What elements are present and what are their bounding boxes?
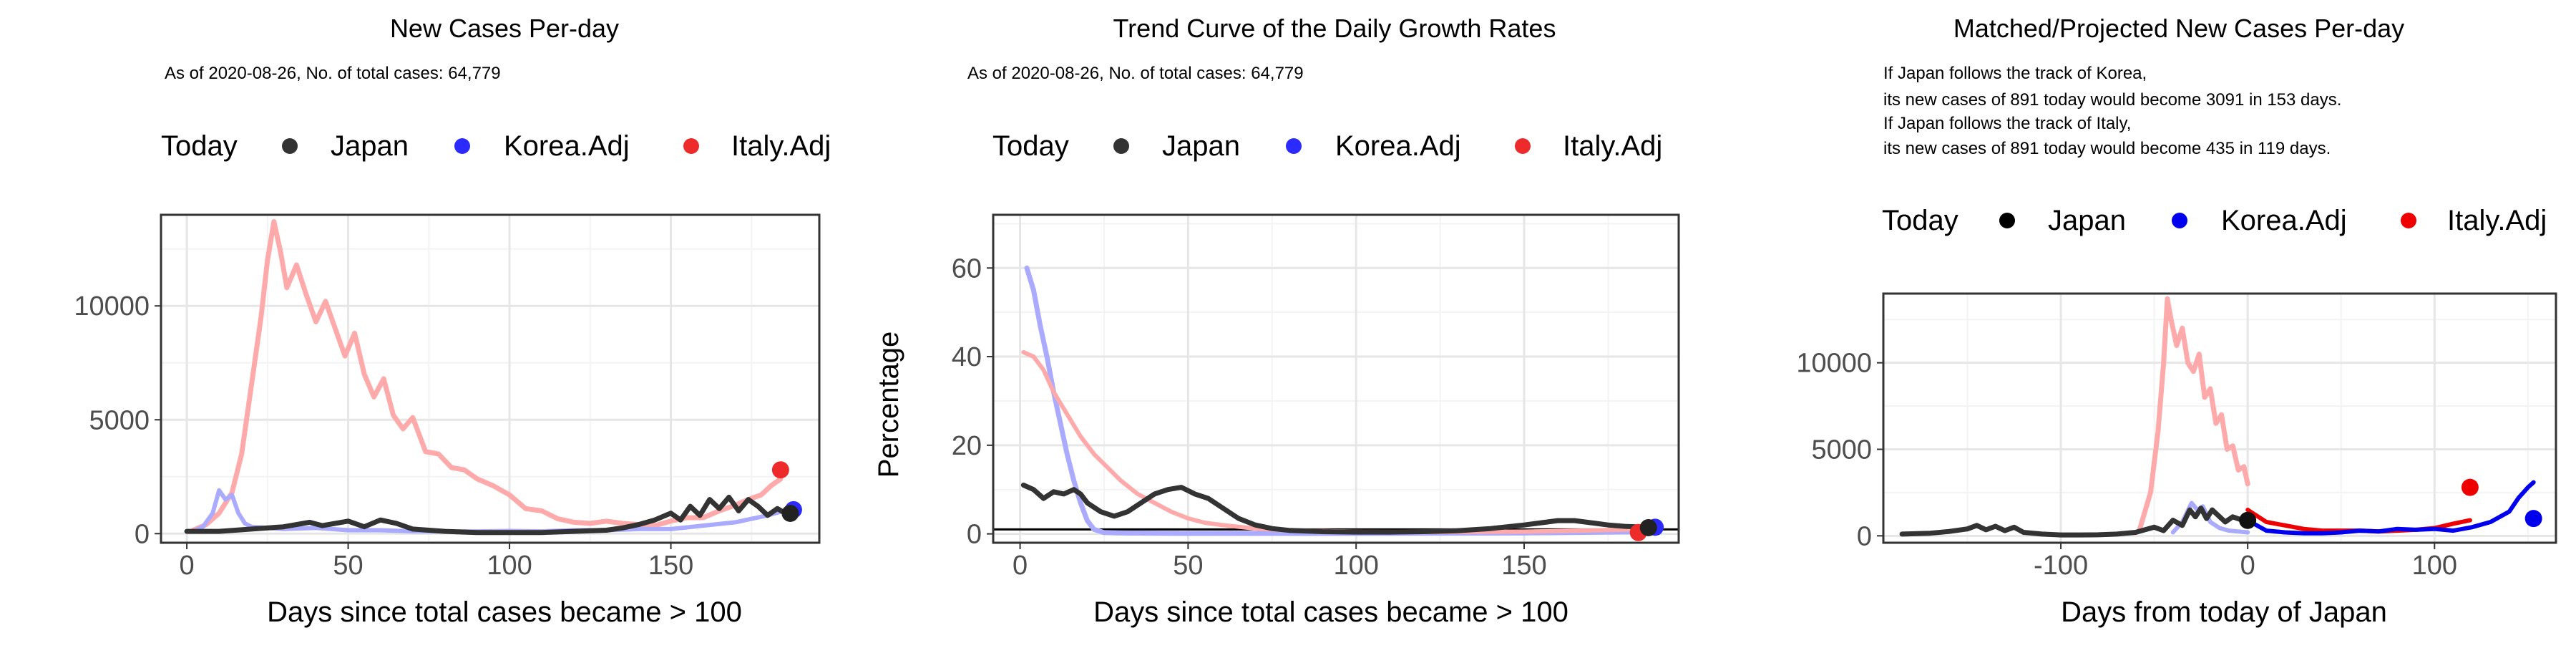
panel-1-x-axis-label: Days since total cases became > 100 bbox=[267, 596, 742, 628]
panel-border bbox=[160, 213, 821, 544]
series-line-japan bbox=[1899, 506, 2250, 538]
panel-1: New Cases Per-day As of 2020-08-26, No. … bbox=[74, 14, 831, 628]
panel-3-title: Matched/Projected New Cases Per-day bbox=[1953, 14, 2404, 43]
x-tick-label: 0 bbox=[180, 551, 195, 581]
x-tick-label: 100 bbox=[487, 551, 532, 581]
legend-label-japan: Japan bbox=[331, 130, 409, 162]
panel-1-subtitle: As of 2020-08-26, No. of total cases: 64… bbox=[165, 64, 501, 83]
legend-swatch-italy bbox=[1515, 138, 1531, 154]
series-line-japan bbox=[1020, 483, 1648, 535]
panel-3-x-axis-label: Days from today of Japan bbox=[2061, 596, 2387, 628]
today-point-japan bbox=[2239, 511, 2257, 529]
legend-swatch-korea bbox=[1286, 138, 1302, 154]
x-tick-label: 0 bbox=[1013, 551, 1028, 581]
x-tick-label: -100 bbox=[2034, 551, 2088, 581]
panel-2: Trend Curve of the Daily Growth Rates As… bbox=[873, 14, 1680, 628]
panel-3-subtitle-line-2: its new cases of 891 today would become … bbox=[1883, 90, 2341, 110]
y-tick-label: 0 bbox=[135, 519, 150, 549]
panel-2-plot: 0 50 100 150 0 20 40 60 bbox=[952, 213, 1680, 581]
legend-title: Today bbox=[1882, 205, 1958, 236]
series-line-italy-adj bbox=[2137, 296, 2250, 533]
series-line-italy-adj bbox=[1021, 349, 1641, 535]
legend-label-italy: Italy.Adj bbox=[731, 130, 831, 162]
today-point-italy-adj bbox=[2461, 478, 2479, 496]
y-tick-label: 0 bbox=[1857, 521, 1872, 551]
legend-swatch-korea bbox=[2172, 213, 2187, 228]
x-tick-label: 100 bbox=[2412, 551, 2457, 581]
series-line-korea-adj-projected bbox=[2245, 480, 2536, 536]
legend-label-italy: Italy.Adj bbox=[2447, 205, 2547, 236]
legend-swatch-italy bbox=[2401, 213, 2416, 228]
legend-swatch-korea bbox=[454, 138, 470, 154]
series-line-japan bbox=[184, 494, 790, 536]
panel-3-subtitle-line-3: If Japan follows the track of Italy, bbox=[1883, 114, 2131, 133]
y-tick-label: 0 bbox=[967, 520, 982, 550]
today-point-korea-adj-projected bbox=[2524, 510, 2542, 528]
legend-label-korea: Korea.Adj bbox=[2221, 205, 2347, 236]
panel-2-x-axis-label: Days since total cases became > 100 bbox=[1093, 596, 1568, 628]
panel-3-subtitle-line-1: If Japan follows the track of Korea, bbox=[1883, 64, 2147, 83]
panel-3-subtitle-line-4: its new cases of 891 today would become … bbox=[1883, 139, 2331, 158]
legend-label-italy: Italy.Adj bbox=[1563, 130, 1662, 162]
panel-border bbox=[992, 213, 1680, 544]
y-tick-label: 10000 bbox=[1796, 349, 1872, 379]
legend-label-japan: Japan bbox=[2048, 205, 2126, 236]
legend-label-japan: Japan bbox=[1162, 130, 1240, 162]
y-tick-label: 10000 bbox=[74, 291, 150, 321]
legend-label-korea: Korea.Adj bbox=[1335, 130, 1461, 162]
panel-border bbox=[1882, 292, 2557, 544]
today-point-italy-adj bbox=[771, 461, 789, 479]
panel-1-title: New Cases Per-day bbox=[390, 14, 619, 43]
legend-swatch-japan bbox=[1999, 213, 2015, 228]
y-tick-label: 5000 bbox=[1811, 435, 1872, 465]
y-tick-label: 40 bbox=[952, 342, 982, 372]
legend-swatch-japan bbox=[282, 138, 298, 154]
x-tick-label: 100 bbox=[1333, 551, 1378, 581]
legend-label-korea: Korea.Adj bbox=[504, 130, 630, 162]
panel-2-subtitle: As of 2020-08-26, No. of total cases: 64… bbox=[967, 64, 1304, 83]
panel-2-title: Trend Curve of the Daily Growth Rates bbox=[1113, 14, 1556, 43]
series-line-korea-adj bbox=[191, 488, 786, 534]
panel-3: Matched/Projected New Cases Per-day If J… bbox=[1796, 14, 2557, 628]
y-tick-label: 5000 bbox=[89, 405, 150, 435]
panel-1-legend: Today Japan Korea.Adj Italy.Adj bbox=[161, 130, 831, 162]
legend-swatch-italy bbox=[683, 138, 699, 154]
panel-3-plot: -100 0 100 0 5000 10000 bbox=[1796, 292, 2557, 581]
legend-title: Today bbox=[161, 130, 238, 162]
y-tick-label: 20 bbox=[952, 431, 982, 461]
x-tick-label: 50 bbox=[1173, 551, 1203, 581]
panel-2-legend: Today Japan Korea.Adj Italy.Adj bbox=[992, 130, 1662, 162]
panel-3-legend: Today Japan Korea.Adj Italy.Adj bbox=[1882, 205, 2547, 236]
today-point-japan bbox=[1639, 518, 1657, 536]
x-tick-label: 150 bbox=[648, 551, 693, 581]
legend-swatch-japan bbox=[1113, 138, 1129, 154]
panel-1-plot: 0 50 100 150 0 5000 10000 bbox=[74, 213, 821, 581]
x-tick-label: 150 bbox=[1501, 551, 1546, 581]
series-line-korea-adj bbox=[1024, 265, 1644, 536]
x-tick-label: 50 bbox=[333, 551, 363, 581]
x-tick-label: 0 bbox=[2240, 551, 2255, 581]
panel-2-y-axis-label: Percentage bbox=[873, 332, 904, 478]
y-tick-label: 60 bbox=[952, 253, 982, 284]
today-point-japan bbox=[781, 504, 799, 522]
series-line-italy-adj bbox=[190, 219, 784, 533]
legend-title: Today bbox=[992, 130, 1069, 162]
